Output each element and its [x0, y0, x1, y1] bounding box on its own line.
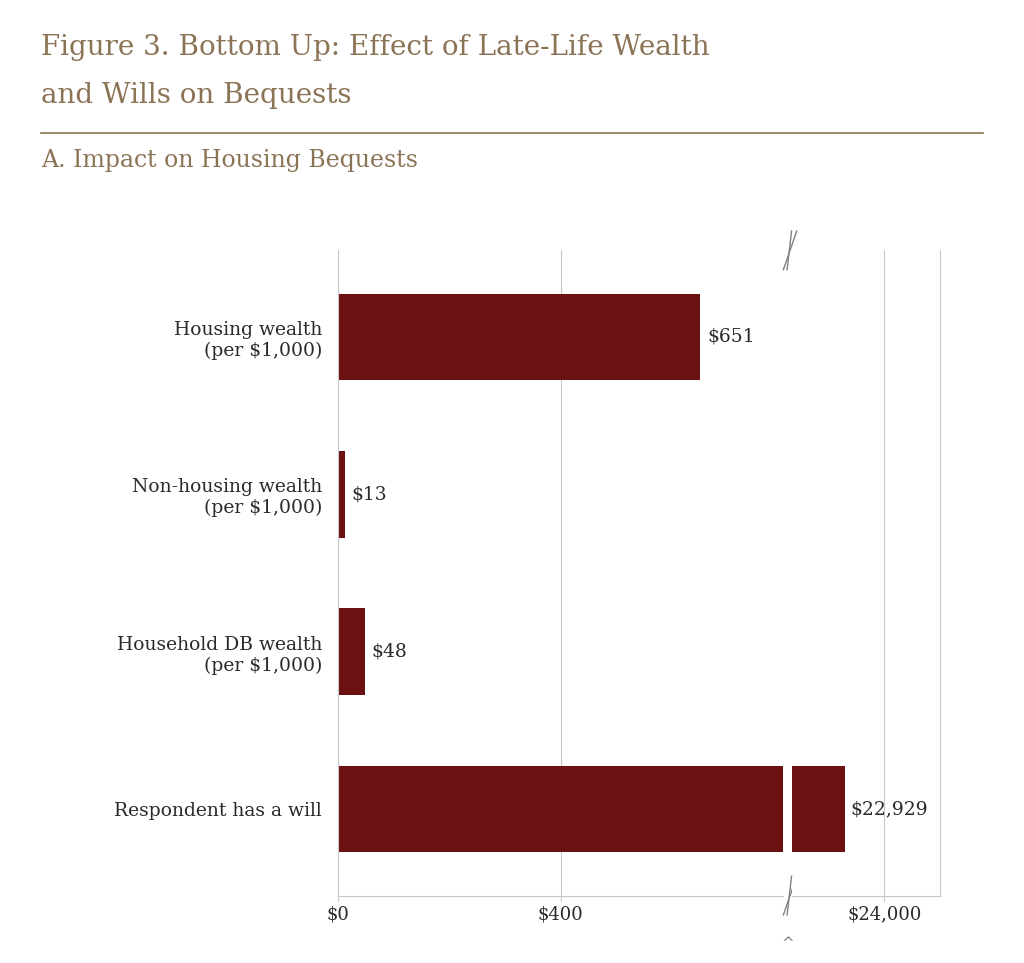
Text: Figure 3. Bottom Up: Effect of Late-Life Wealth: Figure 3. Bottom Up: Effect of Late-Life… [41, 34, 710, 61]
Text: $651: $651 [708, 328, 755, 346]
Text: $48: $48 [372, 642, 408, 661]
Text: and Wills on Bequests: and Wills on Bequests [41, 82, 351, 109]
Text: $13: $13 [352, 485, 387, 504]
Bar [338, 294, 700, 380]
Bar [338, 766, 783, 852]
Text: ^: ^ [781, 936, 794, 951]
Bar [338, 451, 345, 537]
Text: $22,929: $22,929 [850, 800, 928, 818]
Bar [792, 766, 845, 852]
Text: A. Impact on Housing Bequests: A. Impact on Housing Bequests [41, 149, 418, 172]
Bar [338, 609, 365, 695]
